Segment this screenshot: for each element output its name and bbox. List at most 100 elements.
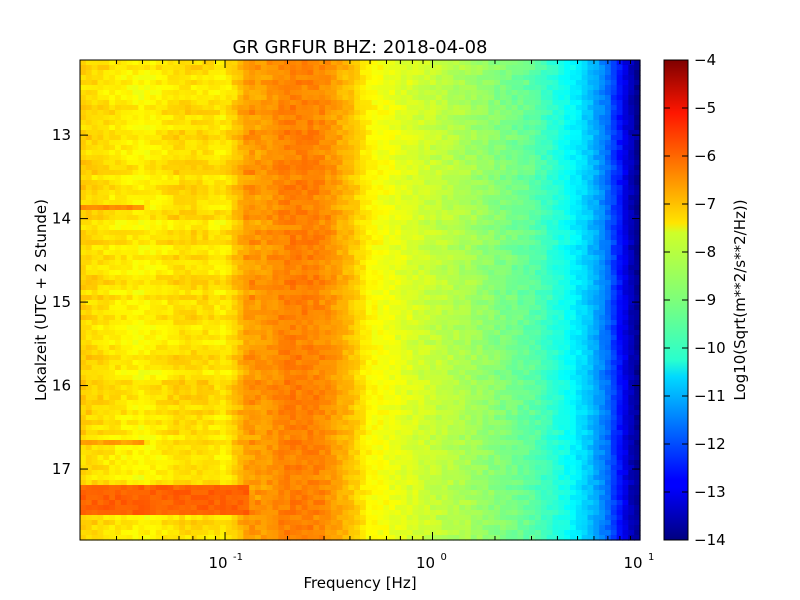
heatmap-cell xyxy=(523,135,530,141)
heatmap-cell xyxy=(610,165,618,171)
heatmap-cell xyxy=(132,315,139,321)
heatmap-cell xyxy=(80,220,87,226)
heatmap-cell xyxy=(517,95,524,101)
heatmap-cell xyxy=(605,150,612,156)
heatmap-cell xyxy=(488,290,495,296)
heatmap-cell xyxy=(511,255,519,261)
heatmap-cell xyxy=(214,280,221,286)
heatmap-cell xyxy=(354,135,361,141)
heatmap-cell xyxy=(558,170,565,176)
heatmap-cell xyxy=(634,185,641,191)
heatmap-cell xyxy=(435,305,443,311)
heatmap-cell xyxy=(190,145,198,151)
heatmap-cell xyxy=(155,115,163,121)
heatmap-cell xyxy=(558,200,565,206)
heatmap-cell xyxy=(196,295,204,301)
heatmap-cell xyxy=(85,160,93,166)
heatmap-cell xyxy=(500,275,507,281)
heatmap-cell xyxy=(190,95,198,101)
heatmap-cell xyxy=(564,295,571,301)
heatmap-cell xyxy=(307,140,314,146)
heatmap-cell xyxy=(418,110,425,116)
heatmap-cell xyxy=(231,280,239,286)
heatmap-cell xyxy=(231,255,239,261)
heatmap-cell xyxy=(220,285,227,291)
heatmap-cell xyxy=(412,175,419,181)
heatmap-cell xyxy=(441,65,449,71)
heatmap-cell xyxy=(237,175,244,181)
heatmap-cell xyxy=(430,85,437,91)
heatmap-cell xyxy=(266,80,274,86)
heatmap-cell xyxy=(406,315,414,321)
heatmap-cell xyxy=(179,75,186,81)
heatmap-cell xyxy=(266,310,274,316)
heatmap-cell xyxy=(237,310,244,316)
heatmap-cell xyxy=(546,290,554,296)
heatmap-cell xyxy=(214,300,221,306)
heatmap-cell xyxy=(587,195,594,201)
heatmap-cell xyxy=(529,85,536,91)
heatmap-cell xyxy=(564,305,571,311)
heatmap-cell xyxy=(564,155,571,161)
heatmap-cell xyxy=(348,215,355,221)
heatmap-cell xyxy=(284,110,291,116)
heatmap-cell xyxy=(406,285,414,291)
heatmap-cell xyxy=(295,70,303,76)
heatmap-cell xyxy=(412,240,419,246)
heatmap-cell xyxy=(430,305,437,311)
heatmap-cell xyxy=(494,255,501,261)
heatmap-cell xyxy=(476,290,484,296)
heatmap-cell xyxy=(365,150,373,156)
heatmap-cell xyxy=(564,225,571,231)
heatmap-cell xyxy=(155,135,163,141)
heatmap-cell xyxy=(593,280,600,286)
heatmap-cell xyxy=(365,230,373,236)
heatmap-cell xyxy=(412,235,419,241)
heatmap-cell xyxy=(167,260,174,266)
heatmap-cell xyxy=(412,195,419,201)
heatmap-cell xyxy=(494,225,501,231)
heatmap-cell xyxy=(354,145,361,151)
heatmap-cell xyxy=(628,230,635,236)
heatmap-cell xyxy=(155,130,163,136)
heatmap-cell xyxy=(196,250,204,256)
heatmap-cell xyxy=(488,305,495,311)
heatmap-cell xyxy=(430,180,437,186)
heatmap-cell xyxy=(581,200,589,206)
heatmap-cell xyxy=(348,190,355,196)
heatmap-cell xyxy=(354,205,361,211)
heatmap-cell xyxy=(243,195,250,201)
heatmap-cell xyxy=(494,140,501,146)
heatmap-cell xyxy=(459,60,466,66)
heatmap-cell xyxy=(552,125,559,131)
heatmap-cell xyxy=(85,165,93,171)
heatmap-cell xyxy=(284,75,291,81)
heatmap-cell xyxy=(517,200,524,206)
heatmap-cell xyxy=(634,235,641,241)
heatmap-cell xyxy=(476,180,484,186)
heatmap-cell xyxy=(459,145,466,151)
heatmap-cell xyxy=(185,310,192,316)
heatmap-cell xyxy=(336,175,344,181)
heatmap-cell xyxy=(360,60,367,66)
heatmap-cell xyxy=(476,65,484,71)
heatmap-cell xyxy=(605,255,612,261)
heatmap-cell xyxy=(634,65,641,71)
heatmap-cell xyxy=(225,145,233,151)
heatmap-cell xyxy=(459,150,466,156)
heatmap-cell xyxy=(144,75,151,81)
heatmap-cell xyxy=(132,90,139,96)
heatmap-cell xyxy=(243,175,250,181)
heatmap-cell xyxy=(564,205,571,211)
heatmap-cell xyxy=(628,250,635,256)
heatmap-cell xyxy=(348,100,355,106)
heatmap-cell xyxy=(91,130,99,136)
heatmap-cell xyxy=(406,180,414,186)
heatmap-cell xyxy=(295,285,303,291)
heatmap-cell xyxy=(330,205,338,211)
heatmap-cell xyxy=(301,245,309,251)
heatmap-cell xyxy=(342,150,349,156)
heatmap-cell xyxy=(330,175,338,181)
heatmap-cell xyxy=(552,190,559,196)
